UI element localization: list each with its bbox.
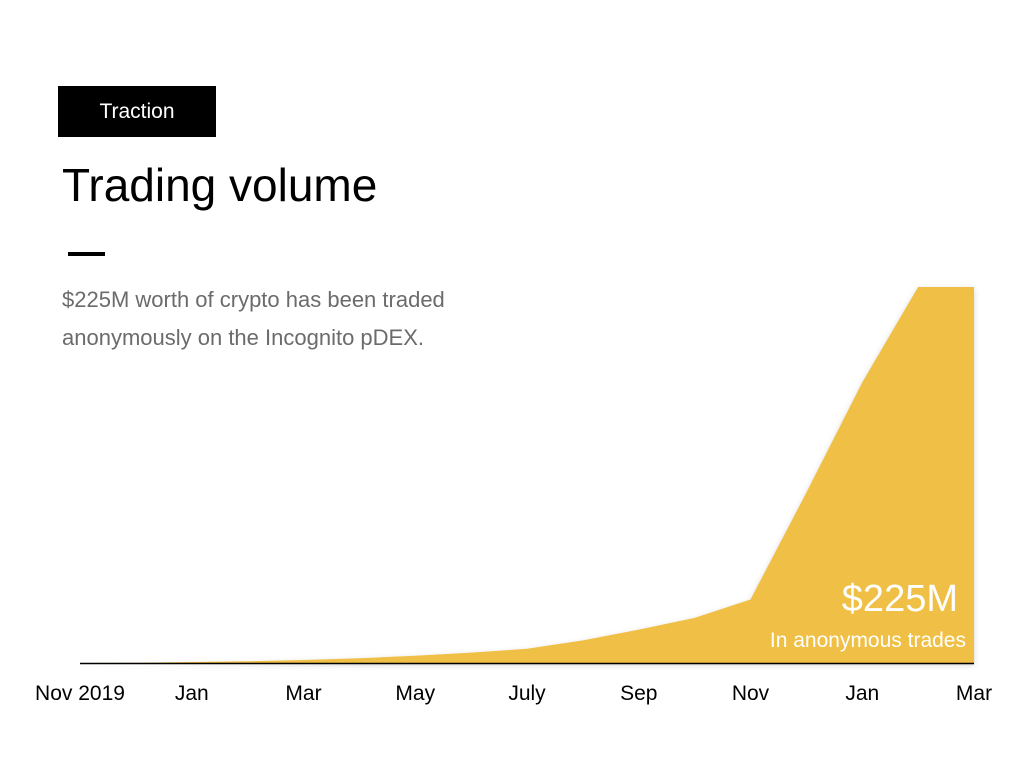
x-axis-ticks: Nov 2019 Jan Mar May July Sep Nov Jan Mar <box>35 682 992 705</box>
x-tick-label: July <box>508 682 546 705</box>
x-tick-label: May <box>395 682 435 705</box>
x-tick-label: Sep <box>620 682 657 705</box>
x-tick-label: Nov 2019 <box>35 682 125 705</box>
title-underline <box>68 252 105 256</box>
x-tick-label: Jan <box>175 682 209 705</box>
total-volume-value: $225M <box>841 578 958 620</box>
description: $225M worth of crypto has been traded an… <box>62 287 445 350</box>
section-tag: Traction <box>58 86 216 137</box>
x-tick-label: Nov <box>732 682 770 705</box>
volume-area <box>80 287 974 663</box>
x-tick-label: Jan <box>845 682 879 705</box>
section-tag-label: Traction <box>99 99 175 123</box>
x-tick-label: Mar <box>285 682 321 705</box>
total-volume-caption: In anonymous trades <box>769 629 966 652</box>
page-title: Trading volume <box>62 159 378 211</box>
x-tick-label: Mar <box>956 682 992 705</box>
